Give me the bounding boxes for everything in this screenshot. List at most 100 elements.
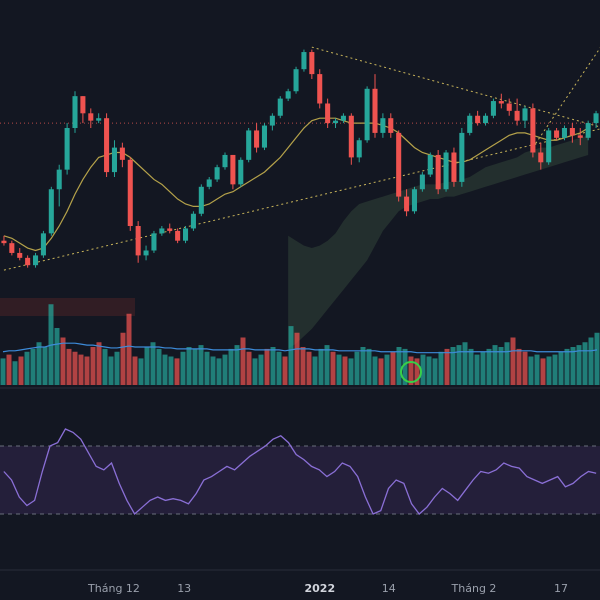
candle xyxy=(514,98,520,126)
candle xyxy=(183,226,189,244)
candle xyxy=(348,113,354,165)
oscillator-line xyxy=(3,428,597,516)
volume-bar xyxy=(96,342,102,385)
volume-average-line xyxy=(2,342,598,354)
candle-body xyxy=(483,115,489,124)
candle-body xyxy=(1,240,7,244)
candle-body xyxy=(427,154,433,175)
candle-body xyxy=(33,255,39,266)
x-axis-label: 14 xyxy=(382,582,396,595)
volume-bar xyxy=(198,345,204,385)
candle xyxy=(143,245,149,261)
candle-body xyxy=(522,108,528,121)
volume-bar xyxy=(306,351,312,385)
candle-body xyxy=(467,115,473,133)
candle-body xyxy=(348,115,354,158)
volume-bar xyxy=(444,348,450,385)
candle-body xyxy=(475,115,481,124)
volume-bar xyxy=(552,354,558,385)
candle-body xyxy=(222,154,228,168)
volume-bar xyxy=(414,358,420,385)
volume-bar xyxy=(132,356,138,385)
candle-body xyxy=(585,123,591,138)
volume-bar xyxy=(246,351,252,385)
volume-bar xyxy=(558,351,564,385)
candle xyxy=(17,248,23,261)
volume-bar xyxy=(342,356,348,385)
candle xyxy=(96,113,102,124)
candle-body xyxy=(151,233,157,251)
candle-body xyxy=(554,130,560,138)
candle xyxy=(33,252,39,268)
candle xyxy=(119,142,125,168)
volume-bar xyxy=(570,347,576,385)
volume-bar xyxy=(354,351,360,385)
volume-bar xyxy=(270,347,276,385)
volume-bar xyxy=(582,342,588,385)
candle-body xyxy=(404,196,410,212)
candle-body xyxy=(451,152,457,182)
candle xyxy=(1,235,7,246)
volume-bar xyxy=(282,356,288,385)
candle xyxy=(56,164,62,207)
candle-body xyxy=(372,88,378,133)
candle xyxy=(167,223,173,234)
volume-bar xyxy=(522,351,528,385)
volume-bar xyxy=(72,351,78,385)
volume-bar xyxy=(498,347,504,385)
candle xyxy=(490,98,496,119)
candle xyxy=(9,240,15,256)
candle xyxy=(561,125,567,141)
candle-body xyxy=(498,101,504,104)
x-axis: Tháng 12 13 2022 14 Tháng 2 17 xyxy=(87,582,568,595)
candle-body xyxy=(293,69,299,92)
candle-body xyxy=(277,98,283,116)
candle-body xyxy=(111,147,117,173)
x-axis-label: Tháng 2 xyxy=(451,582,497,595)
candle xyxy=(309,49,315,79)
candle xyxy=(498,93,504,109)
volume-bar xyxy=(384,354,390,385)
candle xyxy=(356,137,362,163)
volume-bar xyxy=(462,342,468,385)
candle-body xyxy=(64,128,70,170)
volume-bar xyxy=(336,354,342,385)
ichimoku-cloud xyxy=(288,135,589,349)
volume-bar xyxy=(588,337,594,385)
candle-body xyxy=(593,113,599,124)
candle-body xyxy=(530,108,536,153)
volume-bar xyxy=(348,358,354,385)
candle xyxy=(111,140,117,177)
volume-bar xyxy=(420,354,426,385)
x-axis-label: 2022 xyxy=(304,582,335,595)
highlight-circle xyxy=(400,361,422,383)
candle xyxy=(396,130,402,202)
candle-body xyxy=(230,154,236,185)
candle-body xyxy=(206,179,212,187)
candle-body xyxy=(569,128,575,136)
volume-bar xyxy=(294,332,300,385)
candle xyxy=(364,86,370,143)
candle xyxy=(261,123,267,151)
candle-body xyxy=(104,118,110,173)
candle-body xyxy=(167,228,173,231)
volume-bar xyxy=(426,356,432,385)
candle xyxy=(388,113,394,138)
candle xyxy=(230,154,236,190)
candle-body xyxy=(198,186,204,214)
volume-bar xyxy=(396,347,402,385)
volume-bar xyxy=(60,337,66,385)
volume-bar xyxy=(84,356,90,385)
volume-bar xyxy=(216,358,222,385)
volume-bar xyxy=(432,358,438,385)
volume-bar xyxy=(480,351,486,385)
volume-bar xyxy=(162,354,168,385)
volume-bar xyxy=(12,361,18,385)
candle-body xyxy=(190,213,196,229)
volume-bar xyxy=(126,313,132,385)
candle-body xyxy=(40,233,46,256)
volume-bar xyxy=(594,332,600,385)
candle xyxy=(475,110,481,126)
volume-panel xyxy=(0,304,600,385)
volume-bar xyxy=(120,332,126,385)
